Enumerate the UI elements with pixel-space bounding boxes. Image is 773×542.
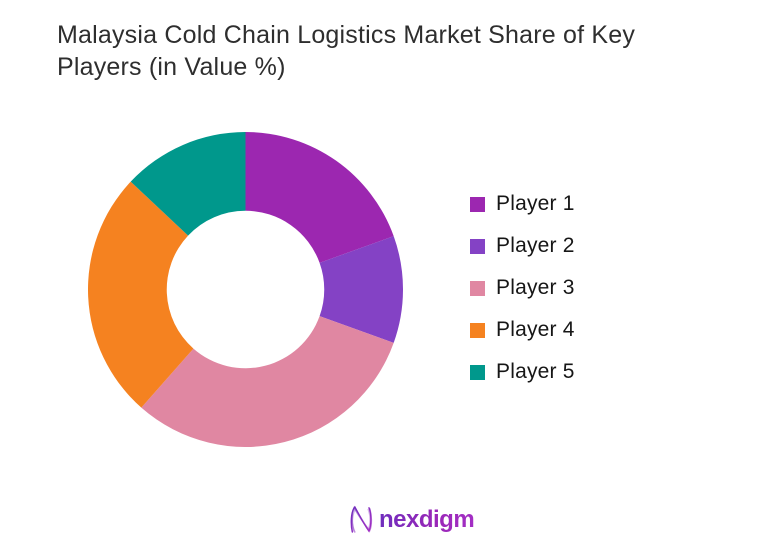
legend-item-player-3: Player 3 (470, 276, 575, 299)
legend-item-player-1: Player 1 (470, 192, 575, 215)
donut-segment-player-1 (245, 132, 394, 263)
legend-label-player-2: Player 2 (496, 234, 575, 257)
donut-segment-player-4 (88, 181, 194, 408)
chart-title-line-1: Malaysia Cold Chain Logistics Market Sha… (57, 21, 636, 49)
legend-label-player-1: Player 1 (496, 192, 575, 215)
donut-segment-player-3 (141, 316, 394, 447)
legend-label-player-3: Player 3 (496, 276, 575, 299)
donut-segment-player-2 (319, 236, 403, 343)
donut-segment-player-5 (130, 132, 246, 236)
nexdigm-logo-icon (350, 505, 373, 533)
legend-swatch-player-5 (470, 364, 485, 380)
nexdigm-logo: nexdigm (349, 503, 475, 536)
legend-swatch-player-3 (470, 280, 485, 296)
legend-item-player-5: Player 5 (470, 360, 575, 383)
legend-swatch-player-2 (470, 238, 485, 254)
nexdigm-logo-text: nexdigm (379, 503, 475, 536)
chart-title: Malaysia Cold Chain Logistics Market Sha… (57, 19, 635, 83)
chart-title-line-2: Players (in Value %) (57, 53, 286, 81)
legend-swatch-player-4 (470, 322, 485, 338)
legend-swatch-player-1 (470, 196, 485, 212)
legend-item-player-2: Player 2 (470, 234, 575, 257)
legend-label-player-5: Player 5 (496, 360, 575, 383)
legend-item-player-4: Player 4 (470, 318, 575, 341)
donut-svg (88, 132, 403, 447)
donut-chart (88, 132, 403, 447)
legend-label-player-4: Player 4 (496, 318, 575, 341)
legend: Player 1 Player 2 Player 3 Player 4 Play… (470, 192, 575, 406)
